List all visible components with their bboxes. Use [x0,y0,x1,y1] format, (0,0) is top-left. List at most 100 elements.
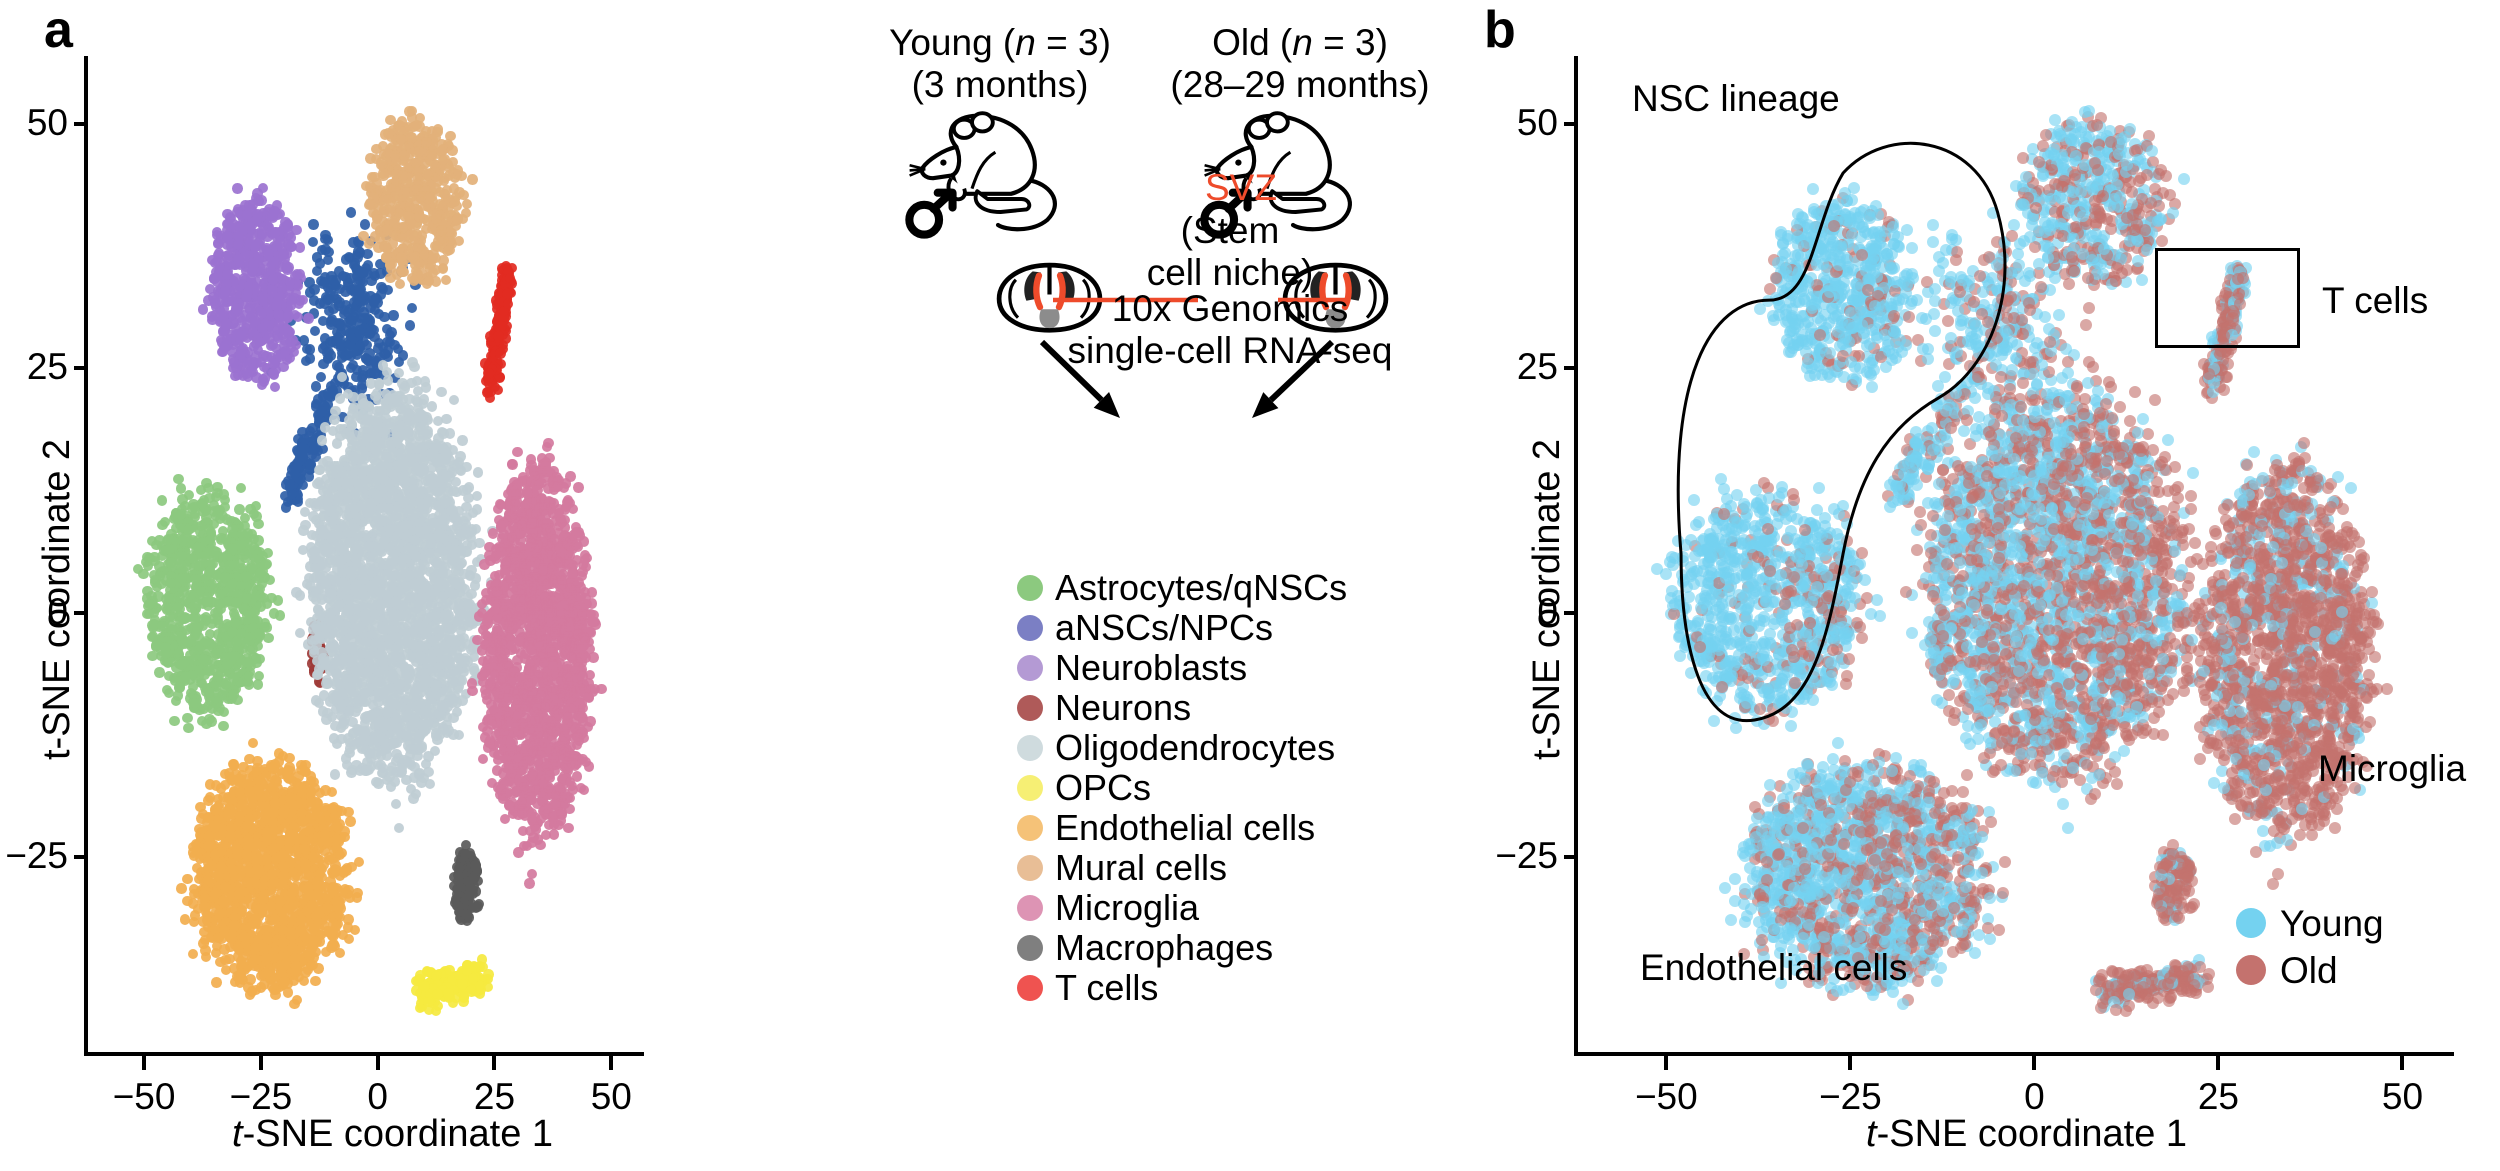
scatter-point [325,608,335,618]
scatter-point [248,738,258,748]
scatter-point [360,219,370,229]
scatter-point [223,250,233,260]
scatter-point [419,560,429,570]
scatter-point [462,546,472,556]
scatter-point [318,706,328,716]
scatter-point [255,654,265,664]
scatter-point [445,669,455,679]
scatter-point [472,504,482,514]
scatter-point [391,749,401,759]
scatter-point [420,581,430,591]
scatter-point [197,551,207,561]
scatter-point [241,571,251,581]
scatter-point [222,231,232,241]
scatter-point [243,528,253,538]
scatter-point [174,682,184,692]
scatter-point [444,631,454,641]
scatter-point [222,269,232,279]
scatter-point [405,703,415,713]
scatter-point [374,649,384,659]
scatter-point [422,719,432,729]
scatter-point [358,550,368,560]
scatter-point [431,728,441,738]
scatter-point [433,1001,443,1011]
scatter-point [198,654,208,664]
scatter-point [387,652,397,662]
scatter-point [432,989,442,999]
scatter-point [273,595,283,605]
scatter-point [371,777,381,787]
scatter-point [483,982,493,992]
scatter-point [231,597,241,607]
scatter-point [354,666,364,676]
scatter-point [377,768,387,778]
scatter-point [317,594,327,604]
scatter-point [201,512,211,522]
scatter-point [440,446,450,456]
scatter-point [419,981,429,991]
scatter-point [201,478,211,488]
scatter-point [316,406,326,416]
scatter-point [394,357,404,367]
scatter-point [354,325,364,335]
scatter-point [390,644,400,654]
scatter-point [245,304,255,314]
scatter-point [425,548,435,558]
scatter-point [183,525,193,535]
scatter-point [378,687,388,697]
scatter-point [415,970,425,980]
scatter-point [254,628,264,638]
scatter-point [310,326,320,336]
scatter-point [250,241,260,251]
scatter-point [391,799,401,809]
scatter-point [394,368,404,378]
scatter-point [267,285,277,295]
figure-root: a t-SNE coordinate 2 t-SNE coordinate 1 … [0,0,2500,1171]
scatter-point [176,509,186,519]
scatter-point [235,349,245,359]
scatter-point [329,414,339,424]
scatter-point [331,478,341,488]
scatter-point [201,636,211,646]
scatter-point [258,183,268,193]
scatter-point [157,495,167,505]
scatter-point [321,474,331,484]
scatter-point [182,713,192,723]
scatter-point [416,698,426,708]
scatter-point [325,505,335,515]
scatter-point [338,720,348,730]
scatter-point [390,776,400,786]
panel-a-scatter-plot [88,56,644,1052]
scatter-point [279,254,289,264]
scatter-point [270,382,280,392]
scatter-point [451,487,461,497]
scatter-point [236,483,246,493]
scatter-point [335,393,345,403]
scatter-point [310,976,320,986]
scatter-point [307,548,317,558]
scatter-point [214,599,224,609]
scatter-point [256,308,266,318]
scatter-point [444,471,454,481]
scatter-point [248,260,258,270]
scatter-point [260,560,270,570]
scatter-point [243,658,253,668]
scatter-point [263,633,273,643]
scatter-point [438,428,448,438]
scatter-point [285,481,295,491]
scatter-point [462,965,472,975]
scatter-point [423,496,433,506]
scatter-point [291,587,301,597]
scatter-point [424,708,434,718]
scatter-point [463,493,473,503]
scatter-point [332,669,342,679]
scatter-point [204,714,214,724]
scatter-point [456,582,466,592]
scatter-point [448,545,458,555]
scatter-point [228,689,238,699]
scatter-point [371,749,381,759]
scatter-point [282,264,292,274]
scatter-point [308,219,318,229]
scatter-point [443,988,453,998]
scatter-point [378,735,388,745]
